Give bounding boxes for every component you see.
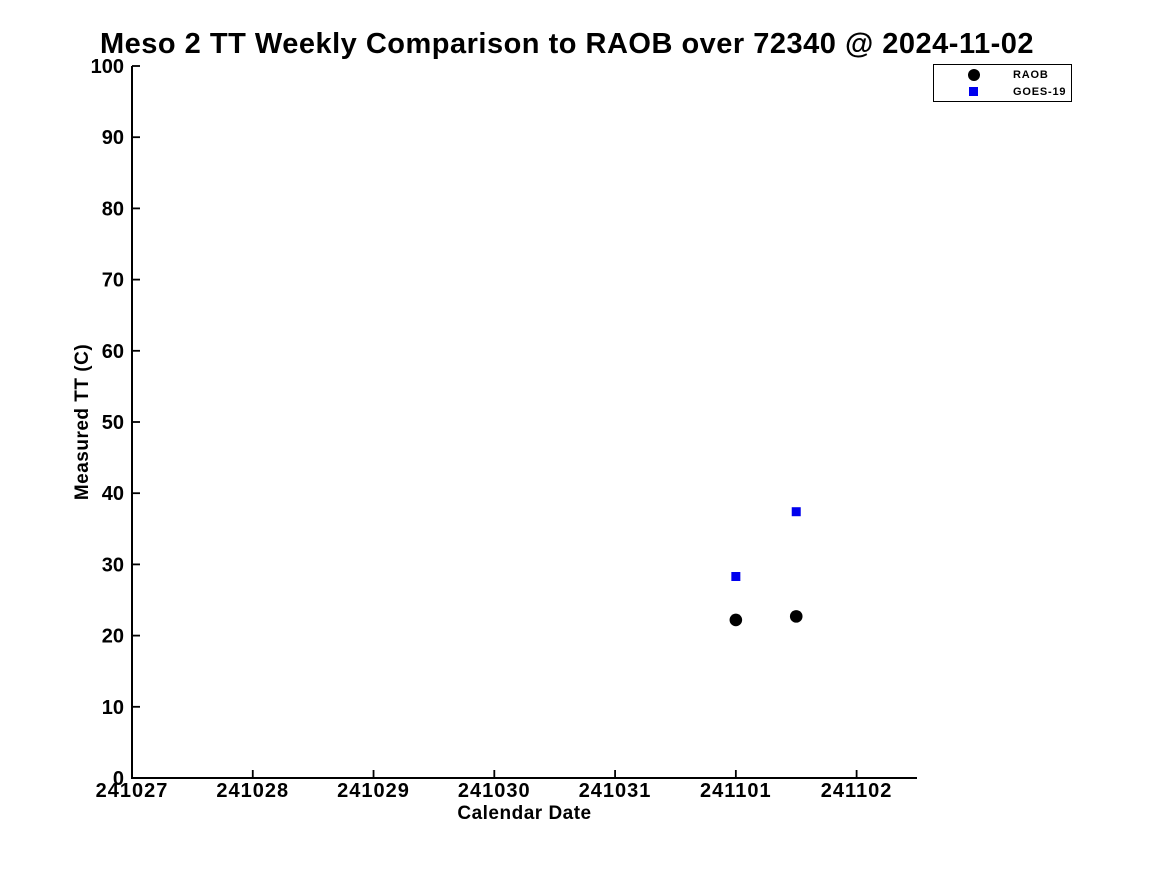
goes19-square-marker-icon bbox=[969, 87, 978, 96]
goes-19-data-point bbox=[791, 507, 801, 517]
x-tick-label: 241030 bbox=[458, 780, 531, 802]
goes-19-data-point bbox=[731, 572, 741, 582]
y-axis-label: Measured TT (C) bbox=[72, 343, 93, 501]
raob-circle-marker-icon bbox=[967, 68, 980, 81]
y-tick-label: 60 bbox=[102, 341, 124, 363]
y-tick-label: 80 bbox=[102, 198, 124, 220]
legend-box: RAOB GOES-19 bbox=[933, 64, 1072, 102]
y-tick-label: 10 bbox=[102, 697, 124, 719]
chart-title: Meso 2 TT Weekly Comparison to RAOB over… bbox=[100, 28, 1035, 60]
y-tick-label: 0 bbox=[113, 768, 124, 790]
y-tick-label: 40 bbox=[102, 483, 124, 505]
x-axis-label: Calendar Date bbox=[457, 803, 592, 824]
raob-data-point bbox=[729, 613, 743, 627]
y-tick-label: 90 bbox=[102, 127, 124, 149]
y-tick-label: 20 bbox=[102, 626, 124, 648]
y-tick-label: 100 bbox=[91, 56, 124, 78]
y-tick-label: 30 bbox=[102, 554, 124, 576]
x-tick-label: 241027 bbox=[96, 780, 169, 802]
y-tick-label: 50 bbox=[102, 412, 124, 434]
legend-item-raob: RAOB bbox=[934, 66, 1071, 83]
x-tick-label: 241029 bbox=[337, 780, 410, 802]
raob-data-point bbox=[789, 610, 803, 623]
legend-item-goes19: GOES-19 bbox=[934, 83, 1071, 100]
legend-label-goes19: GOES-19 bbox=[1013, 85, 1067, 98]
x-tick-label: 241101 bbox=[700, 780, 772, 802]
y-tick-label: 70 bbox=[102, 270, 124, 292]
x-tick-label: 241102 bbox=[821, 780, 893, 802]
x-tick-label: 241028 bbox=[216, 780, 289, 802]
legend-label-raob: RAOB bbox=[1013, 68, 1049, 81]
x-tick-label: 241031 bbox=[579, 780, 652, 802]
